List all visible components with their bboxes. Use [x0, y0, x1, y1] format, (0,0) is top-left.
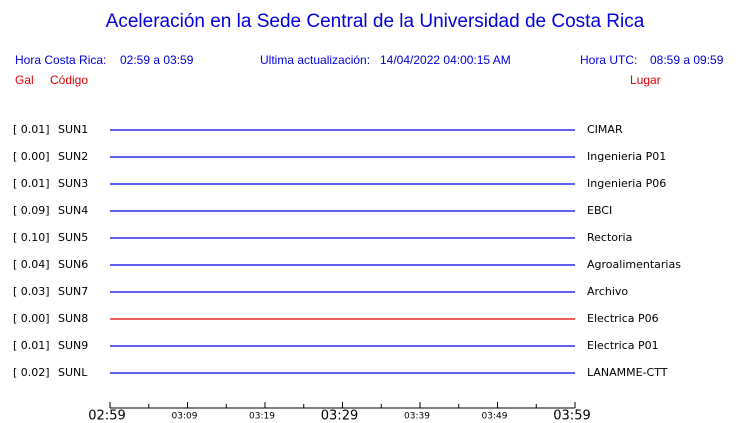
- place-header: Lugar: [630, 73, 661, 87]
- station-code: SUN5: [58, 231, 88, 244]
- station-place: CIMAR: [587, 123, 623, 136]
- update-label: Ultima actualización:: [260, 53, 370, 67]
- station-place: Ingenieria P01: [587, 150, 666, 163]
- time-label: 03:29: [321, 409, 358, 423]
- code-header: Código: [50, 73, 88, 87]
- station-place: Rectoria: [587, 231, 632, 244]
- station-code: SUN9: [58, 339, 88, 352]
- gal-header: Gal: [15, 73, 34, 87]
- station-code: SUN3: [58, 177, 88, 190]
- title: Aceleración en la Sede Central de la Uni…: [106, 11, 645, 32]
- gal-value: [ 0.01]: [13, 177, 50, 190]
- gal-value: [ 0.01]: [13, 123, 50, 136]
- utc-label: Hora UTC:: [580, 53, 637, 67]
- time-label: 03:59: [553, 409, 590, 423]
- gal-value: [ 0.02]: [13, 366, 50, 379]
- station-place: Archivo: [587, 285, 628, 298]
- gal-value: [ 0.04]: [13, 258, 50, 271]
- gal-value: [ 0.10]: [13, 231, 50, 244]
- station-code: SUN1: [58, 123, 88, 136]
- gal-value: [ 0.00]: [13, 312, 50, 325]
- station-place: Ingenieria P06: [587, 177, 666, 190]
- gal-value: [ 0.00]: [13, 150, 50, 163]
- time-label: 03:09: [172, 412, 198, 422]
- station-code: SUN7: [58, 285, 88, 298]
- station-place: Electrica P06: [587, 312, 659, 325]
- station-code: SUN6: [58, 258, 88, 271]
- local-label: Hora Costa Rica:: [15, 53, 106, 67]
- gal-value: [ 0.09]: [13, 204, 50, 217]
- station-code: SUN8: [58, 312, 88, 325]
- station-code: SUNL: [58, 366, 88, 379]
- gal-value: [ 0.01]: [13, 339, 50, 352]
- utc-range: 08:59 a 09:59: [650, 53, 724, 67]
- time-label: 02:59: [88, 409, 125, 423]
- station-place: Agroalimentarias: [587, 258, 681, 271]
- time-label: 03:49: [482, 412, 508, 422]
- station-code: SUN2: [58, 150, 88, 163]
- gal-value: [ 0.03]: [13, 285, 50, 298]
- time-label: 03:19: [249, 412, 275, 422]
- station-code: SUN4: [58, 204, 88, 217]
- local-range: 02:59 a 03:59: [120, 53, 194, 67]
- station-place: Electrica P01: [587, 339, 659, 352]
- station-place: EBCI: [587, 204, 612, 217]
- update-time: 14/04/2022 04:00:15 AM: [380, 53, 511, 67]
- time-label: 03:39: [404, 412, 430, 422]
- station-place: LANAMME-CTT: [587, 366, 668, 379]
